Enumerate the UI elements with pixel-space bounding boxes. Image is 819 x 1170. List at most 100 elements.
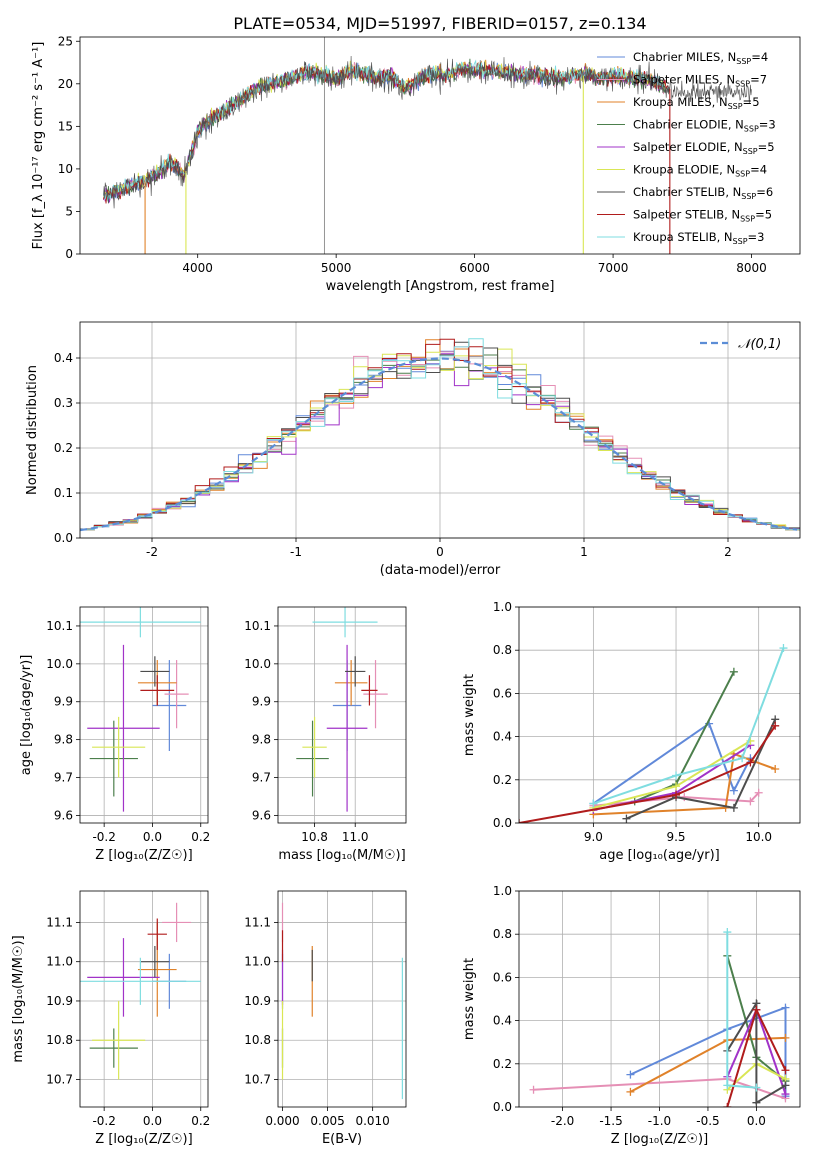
- weight-point-marker: [672, 771, 681, 780]
- weight-point-marker: [771, 765, 780, 773]
- y-tick-label: 10.7: [46, 1073, 73, 1087]
- weight-point-marker: [729, 667, 738, 676]
- x-tick-label: 6000: [459, 261, 490, 275]
- x-axis-label: (data-model)/error: [380, 563, 501, 578]
- weight-point-marker: [781, 1090, 790, 1099]
- legend-separator: , N: [712, 95, 728, 109]
- y-tick-label: 0.4: [54, 351, 73, 365]
- y-tick-label: 5: [65, 204, 73, 218]
- x-tick-label: 5000: [321, 261, 352, 275]
- weight-point-marker: [723, 1081, 732, 1090]
- weight-point-marker: [721, 803, 730, 812]
- spectrum-line-chabrier-stelib: [103, 55, 752, 209]
- y-tick-label: 0.3: [54, 396, 73, 410]
- legend-equals: =: [751, 50, 761, 64]
- legend-label: Kroupa STELIB, NSSP=3: [633, 230, 765, 246]
- legend-equals: =: [750, 163, 760, 177]
- weight-lines: [519, 644, 788, 823]
- axes-frame: [79, 890, 209, 1108]
- legend-label: Kroupa ELODIE, NSSP=4: [633, 163, 767, 179]
- x-tick-label: 0.005: [310, 1114, 344, 1128]
- legend-gaussian-label: 𝒩(0,1): [738, 337, 781, 352]
- x-tick-label: 8000: [736, 261, 767, 275]
- y-axis-label: mass weight: [462, 958, 477, 1040]
- weight-point-marker: [723, 928, 732, 937]
- weight-point-marker: [752, 1083, 761, 1092]
- legend-model-name: Kroupa STELIB: [633, 230, 717, 244]
- y-tick-label: 0.4: [493, 1014, 512, 1028]
- y-tick-label: 0.2: [493, 773, 512, 787]
- x-axis-label: Z [log₁₀(Z/Z☉)]: [95, 1132, 192, 1147]
- axes-frame: [79, 321, 801, 539]
- legend-label: Salpeter ELODIE, NSSP=5: [633, 140, 775, 156]
- weight-point-marker: [529, 1085, 538, 1094]
- legend-separator: , N: [728, 118, 744, 132]
- y-tick-label: 0.8: [493, 927, 512, 941]
- legend-separator: , N: [717, 230, 733, 244]
- axes-frame: [277, 890, 407, 1108]
- legend-model-name: Salpeter ELODIE: [633, 140, 727, 154]
- legend-nssp: 6: [766, 185, 773, 199]
- x-tick-label: 0.0: [143, 1114, 162, 1128]
- x-tick-label: 0: [436, 545, 444, 559]
- y-tick-label: 0.2: [493, 1057, 512, 1071]
- weight-point-marker: [746, 797, 755, 806]
- legend-equals: =: [743, 95, 753, 109]
- weight-series-line: [726, 999, 787, 1105]
- x-tick-label: 0.2: [191, 1114, 210, 1128]
- legend-nssp: 3: [768, 118, 775, 132]
- weight-point-marker: [729, 803, 738, 812]
- legend-nssp: 5: [752, 95, 759, 109]
- axes-frame: [79, 36, 801, 255]
- legend-subscript: SSP: [733, 237, 748, 246]
- weight-point-marker: [672, 790, 681, 799]
- y-tick-label: 11.1: [46, 915, 73, 929]
- y-tick-label: 10.9: [244, 994, 271, 1008]
- y-tick-label: 10.9: [46, 994, 73, 1008]
- y-tick-label: 10.8: [46, 1033, 73, 1047]
- weight-lines: [529, 928, 790, 1107]
- mass-vs-ebv-panel: 0.000 0.005 0.010 10.7 10.8 10.9 11.0 11.1 E(B-V…: [244, 890, 407, 1147]
- y-tick-label: 9.8: [54, 733, 73, 747]
- legend-model-name: Chabrier ELODIE: [633, 118, 728, 132]
- y-tick-label: 1.0: [493, 600, 512, 614]
- x-tick-label: 11.0: [342, 830, 369, 844]
- y-tick-label: 9.7: [54, 771, 73, 785]
- weight-vs-age-panel: 9.0 9.5 10.0 0.0 0.2 0.4 0.6 0.8 1.0 age [log₁₀(a…: [462, 600, 801, 863]
- legend-subscript: SSP: [740, 215, 755, 224]
- legend-subscript: SSP: [735, 170, 750, 179]
- legend-nssp: 4: [760, 163, 767, 177]
- legend-model-name: Chabrier STELIB: [633, 185, 725, 199]
- x-axis-label: wavelength [Angstrom, rest frame]: [326, 279, 555, 294]
- legend-subscript: SSP: [736, 57, 751, 66]
- x-tick-label: 9.0: [584, 830, 603, 844]
- spectrum-line-kroupa-stelib: [103, 59, 666, 201]
- legend-label: Chabrier ELODIE, NSSP=3: [633, 118, 776, 134]
- histogram-lines: [80, 338, 800, 532]
- y-tick-label: 10.0: [244, 657, 271, 671]
- legend-label: Salpeter STELIB, NSSP=5: [633, 208, 772, 224]
- y-axis-label: mass [log₁₀(M/M☉)]: [11, 935, 26, 1062]
- axes-frame: [518, 890, 801, 1108]
- legend-label: Chabrier STELIB, NSSP=6: [633, 185, 773, 201]
- y-tick-label: 9.9: [54, 695, 73, 709]
- legend-subscript: SSP: [741, 192, 756, 201]
- y-tick-label: 10.7: [244, 1073, 271, 1087]
- y-tick-label: 0.6: [493, 970, 512, 984]
- x-tick-label: -0.5: [696, 1114, 719, 1128]
- weight-point-marker: [622, 814, 631, 823]
- y-tick-label: 10: [58, 162, 73, 176]
- histogram-salpeter-stelib: [80, 338, 800, 531]
- weight-point-marker: [672, 782, 681, 791]
- mass-vs-metallicity-panel: -0.2 0.0 0.2 10.7 10.8 10.9 11.0 11.1 Z [log₁₀(Z…: [11, 890, 210, 1147]
- y-tick-label: 0.6: [493, 686, 512, 700]
- legend-model-name: Salpeter STELIB: [633, 208, 724, 222]
- y-tick-label: 0.4: [493, 730, 512, 744]
- legend-nssp: 3: [757, 230, 764, 244]
- legend-model-name: Chabrier MILES: [633, 50, 720, 64]
- y-tick-label: 9.6: [54, 808, 73, 822]
- legend-separator: , N: [724, 208, 740, 222]
- legend-label: Chabrier MILES, NSSP=4: [633, 50, 768, 66]
- x-tick-label: 4000: [182, 261, 213, 275]
